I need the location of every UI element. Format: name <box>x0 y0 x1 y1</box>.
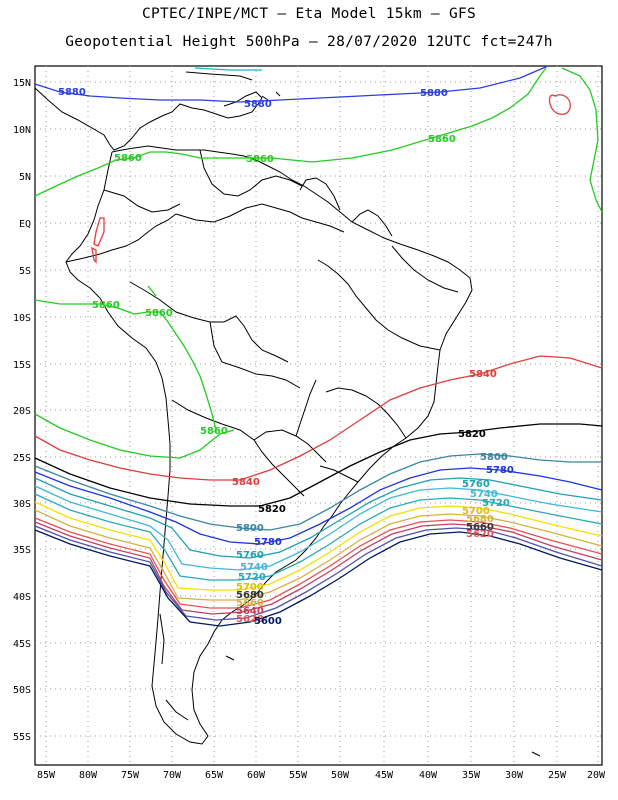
lat-label: EQ <box>19 219 31 230</box>
label-5740: 5740 <box>240 562 268 573</box>
contour-5860-south-line <box>34 413 235 459</box>
lat-label: 10N <box>13 125 31 136</box>
label-5860: 5860 <box>428 134 456 145</box>
map-title: CPTEC/INPE/MCT – Eta Model 15km – GFS <box>141 6 477 22</box>
lat-label: 10S <box>13 313 31 324</box>
lat-label: 5S <box>19 266 31 277</box>
label-5880: 5880 <box>420 88 448 99</box>
label-5860: 5860 <box>246 154 274 165</box>
label-5760: 5760 <box>236 550 264 561</box>
lat-label: 45S <box>13 639 31 650</box>
contour-5660-line <box>34 517 603 609</box>
contour-5780-line <box>34 467 603 545</box>
label-5700: 5700 <box>462 506 490 517</box>
lat-label: 35S <box>13 545 31 556</box>
lon-label: 30W <box>505 770 524 781</box>
label-5880: 5880 <box>244 99 272 110</box>
height-contours <box>34 65 603 627</box>
contour-5880-top-line <box>194 67 262 71</box>
lat-label: 15N <box>13 78 31 89</box>
lon-label: 55W <box>289 770 308 781</box>
contour-5840-andes-loop <box>91 217 105 264</box>
label-5840: 5840 <box>232 477 260 488</box>
contour-5700-line <box>34 501 603 591</box>
contour-5620-line <box>34 525 603 621</box>
lat-label: 5N <box>19 172 31 183</box>
lon-label: 50W <box>331 770 350 781</box>
country-borders <box>65 149 459 497</box>
label-5860: 5860 <box>114 153 142 164</box>
lon-label: 80W <box>79 770 98 781</box>
south-america-outline <box>65 145 473 745</box>
label-5700: 5700 <box>236 582 264 593</box>
label-5740: 5740 <box>470 489 498 500</box>
label-5660: 5660 <box>236 598 264 609</box>
lat-label: 15S <box>13 360 31 371</box>
lon-label: 25W <box>548 770 567 781</box>
lon-label: 70W <box>163 770 182 781</box>
lon-label: 45W <box>375 770 394 781</box>
lat-label: 25S <box>13 453 31 464</box>
label-5860: 5860 <box>200 426 228 437</box>
label-5720: 5720 <box>238 572 266 583</box>
contour-5640-line <box>34 521 603 615</box>
lon-label: 40W <box>419 770 438 781</box>
contour-5600-line <box>34 529 603 627</box>
contour-labels: 5880 5880 5880 5860 5860 5860 5860 5860 … <box>58 87 514 627</box>
lat-label: 30S <box>13 499 31 510</box>
label-5840: 5840 <box>469 369 497 380</box>
southern-islands <box>159 613 541 757</box>
central-america-coast <box>34 87 263 151</box>
lon-label: 35W <box>462 770 481 781</box>
lat-label: 40S <box>13 592 31 603</box>
lat-label: 50S <box>13 685 31 696</box>
lon-label: 65W <box>205 770 224 781</box>
caribbean-islands <box>185 71 281 101</box>
map-frame <box>34 65 603 766</box>
label-5820: 5820 <box>458 429 486 440</box>
lat-label: 20S <box>13 406 31 417</box>
label-5860: 5860 <box>92 300 120 311</box>
label-5800: 5800 <box>236 523 264 534</box>
contour-5680-line <box>34 509 603 601</box>
contour-5720-line <box>34 493 603 581</box>
label-5620: 5620 <box>466 529 494 540</box>
label-5680: 5680 <box>466 514 494 525</box>
lon-label: 20W <box>587 770 606 781</box>
lon-label: 75W <box>121 770 140 781</box>
contour-5800-line <box>34 453 602 531</box>
contour-5860-line <box>34 67 603 213</box>
label-5860: 5860 <box>145 308 173 319</box>
label-5760: 5760 <box>462 479 490 490</box>
contour-5880-closed-cell <box>548 94 571 115</box>
label-5880: 5880 <box>58 87 86 98</box>
label-5820: 5820 <box>258 504 286 515</box>
label-5640: 5640 <box>236 606 264 617</box>
contour-5840-line <box>34 355 603 481</box>
contour-5760-line <box>34 477 603 559</box>
label-5680: 5680 <box>236 590 264 601</box>
longitude-labels: 85W 80W 75W 70W 65W 60W 55W 50W 45W 40W … <box>37 770 606 781</box>
label-5720: 5720 <box>482 498 510 509</box>
label-5780: 5780 <box>254 537 282 548</box>
contour-5880-line <box>34 65 549 103</box>
label-5600: 5600 <box>254 616 282 627</box>
contour-5820-line <box>34 423 603 507</box>
latitude-labels: 15N 10N 5N EQ 5S 10S 15S 20S 25S 30S 35S… <box>13 78 31 743</box>
label-5620: 5620 <box>236 614 264 625</box>
lat-label: 55S <box>13 732 31 743</box>
lon-label: 60W <box>247 770 266 781</box>
map-subtitle: Geopotential Height 500hPa – 28/07/2020 … <box>65 34 553 50</box>
label-5780: 5780 <box>486 465 514 476</box>
coastlines-and-borders <box>34 71 541 757</box>
lon-label: 85W <box>37 770 56 781</box>
contour-5860-andes-line <box>34 285 217 431</box>
contour-5740-line <box>34 485 603 571</box>
label-5800: 5800 <box>480 452 508 463</box>
label-5660: 5660 <box>466 522 494 533</box>
